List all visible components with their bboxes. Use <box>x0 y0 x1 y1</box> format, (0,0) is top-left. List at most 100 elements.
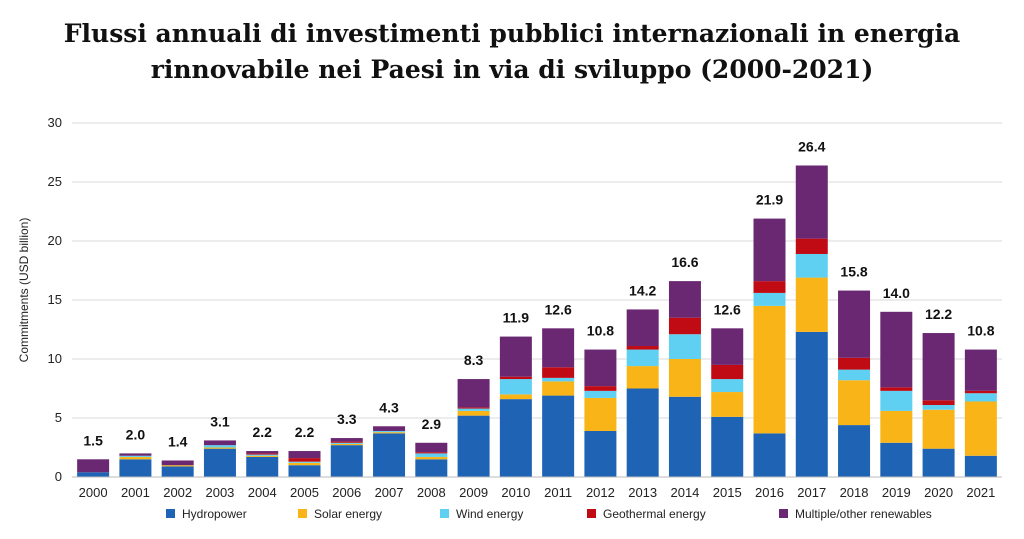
bar-segment <box>626 309 659 347</box>
bar-segment <box>838 290 871 358</box>
bar-segment <box>373 430 406 433</box>
bar-total-label: 12.6 <box>545 301 572 317</box>
x-axis-ticks: 2000 2001 2002 2003 2004 2005 2006 2007 2008 2009… <box>79 485 996 500</box>
bar-total-label: 2.2 <box>252 424 272 440</box>
x-tick-label: 2015 <box>713 485 742 500</box>
bar-segment <box>668 396 701 477</box>
bar-segment <box>626 366 659 389</box>
bar-total-label: 3.1 <box>210 413 230 429</box>
bar-segment <box>795 331 828 477</box>
legend-swatch <box>166 509 175 518</box>
y-axis-ticks: 0 5 10 15 20 25 30 <box>48 115 62 484</box>
x-tick-label: 2008 <box>417 485 446 500</box>
bar-segment <box>838 380 871 426</box>
bar-segment <box>161 460 194 466</box>
chart-title: Flussi annuali di investimenti pubblici … <box>0 16 1024 88</box>
bar-segment <box>330 445 363 477</box>
bar-segment <box>795 253 828 278</box>
bar-segment <box>415 459 448 477</box>
bar-segment <box>922 409 955 449</box>
bar-segment <box>330 441 363 443</box>
bar-total-label: 10.8 <box>967 323 994 339</box>
legend-label: Geothermal energy <box>603 507 706 521</box>
bar-segment <box>203 445 236 448</box>
x-tick-label: 2003 <box>205 485 234 500</box>
bar-segment <box>711 328 744 365</box>
chart-title-line-1: Flussi annuali di investimenti pubblici … <box>63 19 961 48</box>
bar-segment <box>711 379 744 393</box>
bar-segment <box>542 381 575 396</box>
bar-segment <box>753 305 786 434</box>
bar-segment <box>77 459 110 473</box>
bar-segment <box>203 448 236 477</box>
bar-total-label: 4.3 <box>379 399 399 415</box>
bar-total-labels: 1.5 2.0 1.4 3.1 2.2 2.2 3.3 4.3 2.9 8.3 11.9 12.6 10… <box>83 138 994 449</box>
bar-segment <box>119 456 152 460</box>
bar-segment <box>922 400 955 406</box>
bar-segment <box>415 452 448 454</box>
bar-segment <box>288 465 321 477</box>
bar-segment <box>457 379 490 408</box>
bar-total-label: 1.5 <box>83 432 103 448</box>
bar-segment <box>203 440 236 446</box>
y-tick-label: 10 <box>48 351 62 366</box>
x-tick-label: 2004 <box>248 485 277 500</box>
bar-segment <box>542 395 575 477</box>
legend-swatch <box>587 509 596 518</box>
bar-total-label: 12.6 <box>714 301 741 317</box>
bar-segment <box>880 410 913 443</box>
bar-segment <box>499 399 532 477</box>
bar-segment <box>880 442 913 477</box>
x-tick-label: 2010 <box>501 485 530 500</box>
bars <box>77 165 997 477</box>
bar-total-label: 14.0 <box>883 285 910 301</box>
x-tick-label: 2007 <box>375 485 404 500</box>
bar-total-label: 16.6 <box>671 254 698 270</box>
bar-segment <box>373 433 406 477</box>
bar-total-label: 10.8 <box>587 323 614 339</box>
bar-segment <box>246 451 279 454</box>
legend-label: Multiple/other renewables <box>795 507 932 521</box>
bar-total-label: 11.9 <box>503 310 530 326</box>
chart-title-line-2: rinnovabile nei Paesi in via di sviluppo… <box>150 55 874 84</box>
y-axis-label: Commitments (USD billion) <box>17 218 31 363</box>
bar-segment <box>542 328 575 368</box>
bar-segment <box>246 453 279 455</box>
bar-segment <box>415 442 448 453</box>
y-tick-label: 25 <box>48 174 62 189</box>
bar-segment <box>922 405 955 410</box>
bar-segment <box>711 416 744 477</box>
x-tick-label: 2013 <box>628 485 657 500</box>
bar-segment <box>119 459 152 477</box>
x-tick-label: 2017 <box>797 485 826 500</box>
bar-segment <box>457 407 490 409</box>
x-tick-label: 2005 <box>290 485 319 500</box>
x-tick-label: 2012 <box>586 485 615 500</box>
x-tick-label: 2021 <box>966 485 995 500</box>
bar-total-label: 2.9 <box>422 416 442 432</box>
y-tick-label: 15 <box>48 292 62 307</box>
legend-label: Hydropower <box>182 507 247 521</box>
bar-segment <box>77 472 110 477</box>
bar-segment <box>753 281 786 293</box>
bar-segment <box>668 334 701 359</box>
bar-segment <box>330 442 363 444</box>
bar-segment <box>584 397 617 431</box>
bar-segment <box>542 367 575 378</box>
bar-segment <box>288 451 321 459</box>
bar-segment <box>668 359 701 397</box>
bar-segment <box>753 218 786 282</box>
x-tick-label: 2002 <box>163 485 192 500</box>
x-tick-label: 2009 <box>459 485 488 500</box>
bar-segment <box>584 386 617 391</box>
bar-segment <box>415 456 448 460</box>
bar-segment <box>668 281 701 318</box>
bar-segment <box>584 390 617 398</box>
bar-segment <box>795 277 828 332</box>
bar-segment <box>838 425 871 477</box>
x-tick-label: 2011 <box>544 485 572 500</box>
bar-segment <box>711 364 744 380</box>
bar-segment <box>288 462 321 466</box>
bar-segment <box>584 430 617 477</box>
bar-segment <box>203 447 236 449</box>
